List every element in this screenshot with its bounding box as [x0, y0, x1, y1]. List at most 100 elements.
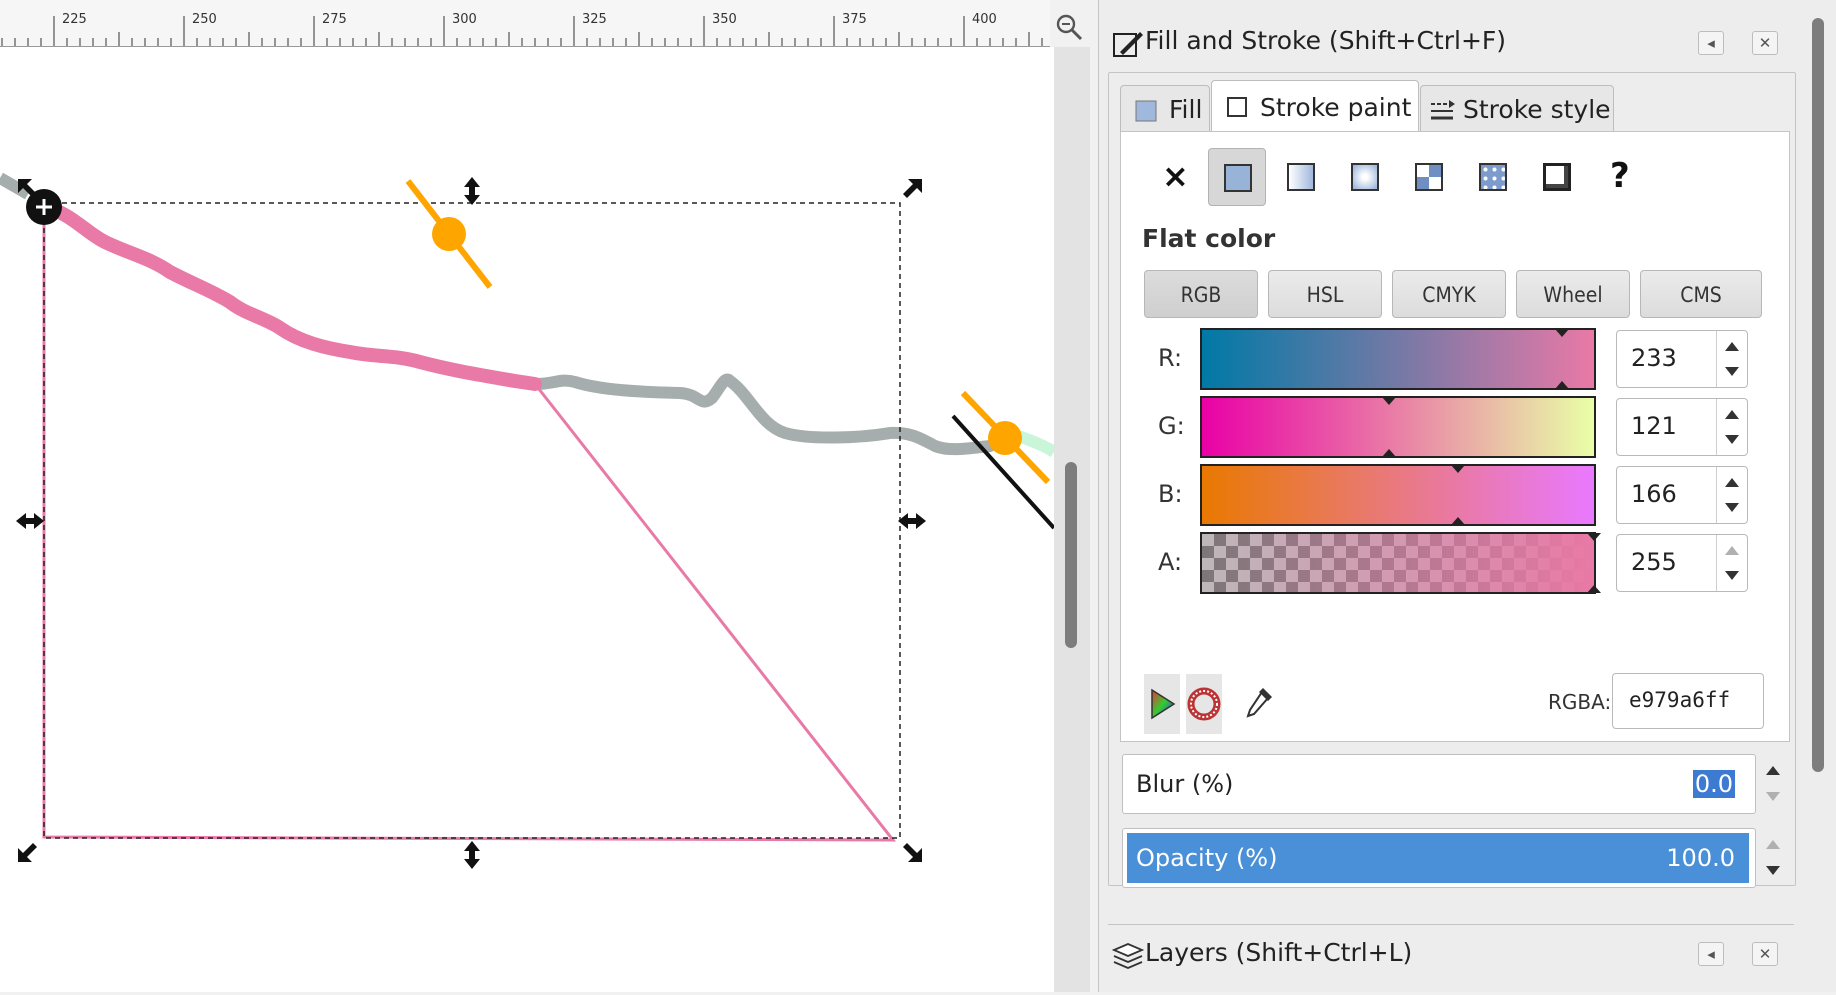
color-picker-button[interactable] [1240, 674, 1276, 734]
green-slider[interactable] [1200, 396, 1596, 458]
red-spin-arrows[interactable] [1716, 331, 1747, 387]
blue-value[interactable]: 166 [1631, 480, 1677, 508]
red-channel-label: R: [1158, 344, 1183, 372]
blur-spin-arrows[interactable] [1756, 754, 1790, 814]
alpha-value[interactable]: 255 [1631, 548, 1677, 576]
layers-frame [1108, 924, 1794, 995]
blue-spin-arrows[interactable] [1716, 467, 1747, 523]
linear-gradient-icon [1287, 163, 1315, 191]
tab-fill[interactable]: Fill [1120, 85, 1210, 131]
zoom-icon[interactable] [1054, 12, 1084, 42]
flat-color-label: Flat color [1142, 224, 1276, 253]
path-node[interactable] [26, 189, 62, 225]
red-value[interactable]: 233 [1631, 344, 1677, 372]
cms-mode-button[interactable]: CMS [1640, 270, 1762, 318]
wheel-mode-button[interactable]: Wheel [1516, 270, 1630, 318]
opacity-value[interactable]: 100.0 [1666, 844, 1735, 872]
out-of-gamut-icon [1187, 687, 1221, 721]
no-paint-icon: × [1162, 157, 1189, 195]
unset-paint-button[interactable] [1528, 148, 1586, 206]
blue-slider-marker-top [1451, 465, 1465, 473]
pattern-icon [1415, 163, 1443, 191]
cmyk-mode-button[interactable]: CMYK [1392, 270, 1506, 318]
drawing-canvas[interactable] [0, 47, 1054, 992]
scale-handles[interactable] [16, 177, 926, 869]
ruler-label: 325 [582, 12, 607, 27]
canvas-area[interactable]: 225 250 275 300 325 350 375 400 [0, 0, 1098, 992]
tab-stroke-paint[interactable]: Stroke paint [1211, 80, 1419, 132]
stroke-paint-icon [1226, 95, 1248, 124]
alpha-value-spinner[interactable]: 255 [1616, 534, 1748, 592]
handle-ne [903, 179, 922, 198]
green-slider-marker-top [1382, 397, 1396, 405]
rgb-mode-button[interactable]: RGB [1144, 270, 1258, 318]
fill-icon [1135, 99, 1157, 128]
hsl-mode-button[interactable]: HSL [1268, 270, 1382, 318]
radial-gradient-button[interactable] [1336, 148, 1394, 206]
blue-slider-marker-bottom [1451, 517, 1465, 525]
rgba-input[interactable]: e979a6ff [1612, 673, 1764, 729]
opacity-scale[interactable]: Opacity (%) 100.0 [1122, 828, 1756, 888]
blur-value[interactable]: 0.0 [1692, 770, 1735, 798]
alpha-channel-label: A: [1158, 548, 1183, 576]
ruler-label: 400 [972, 12, 997, 27]
swatch-icon [1479, 163, 1507, 191]
layers-icon [1112, 943, 1144, 969]
close-dialog-button[interactable]: ✕ [1752, 31, 1778, 55]
layers-title: Layers (Shift+Ctrl+L) [1145, 938, 1413, 967]
ruler-label: 375 [842, 12, 867, 27]
ruler-label: 300 [452, 12, 477, 27]
fill-stroke-icon [1113, 32, 1143, 57]
drawing-svg[interactable] [0, 47, 1054, 992]
gray-path[interactable] [529, 373, 996, 456]
handle-sw [18, 843, 37, 862]
pattern-button[interactable] [1400, 148, 1458, 206]
horizontal-ruler: 225 250 275 300 325 350 375 400 [0, 0, 1050, 47]
dock-scroll-thumb[interactable] [1812, 18, 1824, 772]
mesh-icon [1543, 163, 1571, 191]
help-button[interactable]: ? [1592, 148, 1650, 206]
tab-stroke-style[interactable]: Stroke style [1420, 85, 1614, 131]
flat-color-button[interactable] [1208, 148, 1266, 206]
ruler-ticks [1, 16, 1043, 46]
red-value-spinner[interactable]: 233 [1616, 330, 1748, 388]
handle-se [903, 843, 922, 862]
no-paint-button[interactable]: × [1144, 148, 1202, 206]
alpha-slider-marker-bottom [1587, 585, 1601, 593]
green-value-spinner[interactable]: 121 [1616, 398, 1748, 456]
canvas-scroll-thumb[interactable] [1065, 462, 1077, 648]
opacity-label: Opacity (%) [1136, 844, 1278, 872]
swatch-button[interactable] [1464, 148, 1522, 206]
red-slider-marker-bottom [1555, 381, 1569, 389]
ruler-label: 275 [322, 12, 347, 27]
blue-channel-label: B: [1158, 480, 1183, 508]
alpha-spin-arrows[interactable] [1716, 535, 1747, 591]
fill-stroke-title: Fill and Stroke (Shift+Ctrl+F) [1145, 26, 1507, 55]
stroke-style-icon [1429, 99, 1457, 129]
ruler-label: 225 [62, 12, 87, 27]
linear-gradient-button[interactable] [1272, 148, 1330, 206]
green-value[interactable]: 121 [1631, 412, 1677, 440]
alpha-slider[interactable] [1200, 532, 1601, 594]
collapse-dialog-button[interactable]: ◂ [1698, 31, 1724, 55]
out-of-gamut-toggle[interactable] [1186, 674, 1222, 734]
handle-s [464, 841, 480, 869]
blue-slider[interactable] [1200, 464, 1596, 526]
close-layers-button[interactable]: ✕ [1752, 942, 1778, 966]
orange-handle-right[interactable] [960, 390, 1051, 485]
blue-value-spinner[interactable]: 166 [1616, 466, 1748, 524]
red-slider-marker-top [1555, 329, 1569, 337]
flat-color-icon [1224, 164, 1252, 192]
color-managed-toggle[interactable] [1144, 674, 1180, 734]
red-slider[interactable] [1200, 328, 1596, 390]
orange-handle-top[interactable] [405, 179, 493, 289]
blur-scale[interactable]: Blur (%) 0.0 [1122, 754, 1756, 814]
tab-stroke-paint-label: Stroke paint [1260, 93, 1412, 122]
selected-pink-path[interactable] [37, 200, 542, 391]
collapse-layers-button[interactable]: ◂ [1698, 942, 1724, 966]
green-spin-arrows[interactable] [1716, 399, 1747, 455]
opacity-spin-arrows[interactable] [1756, 828, 1790, 888]
tab-stroke-style-label: Stroke style [1463, 95, 1611, 124]
rgba-label: RGBA: [1548, 690, 1612, 714]
selection-bbox [43, 202, 901, 839]
